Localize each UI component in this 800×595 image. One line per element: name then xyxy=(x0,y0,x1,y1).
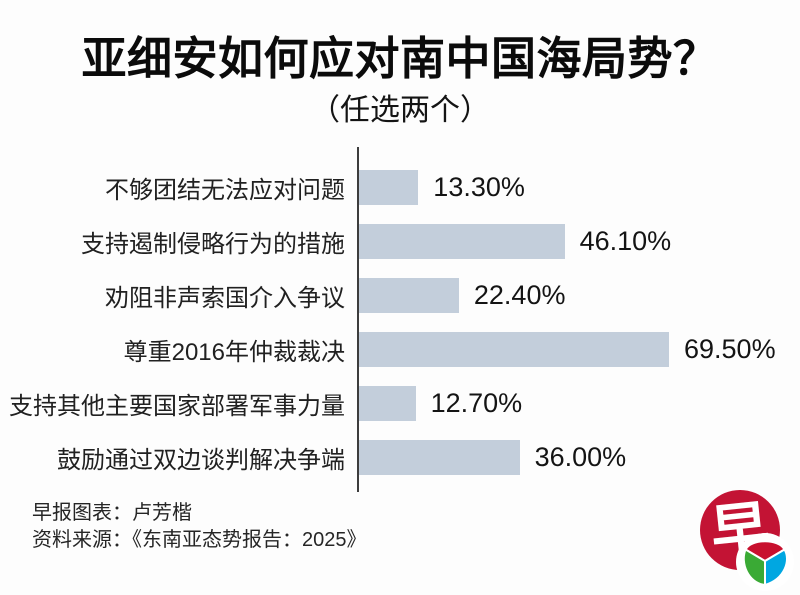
category-label: 不够团结无法应对问题 xyxy=(105,176,345,204)
value-label: 36.00% xyxy=(534,441,627,472)
value-label: 69.50% xyxy=(684,333,776,364)
footer-credits: 早报图表：卢芳楷 资料来源：《东南亚态势报告：2025》 xyxy=(32,500,367,554)
chart-title: 亚细安如何应对南中国海局势？ xyxy=(81,33,719,84)
axis-baseline xyxy=(357,147,359,492)
zaobao-logo-icon: 早 xyxy=(700,490,794,591)
bar-row: 尊重2016年仲裁裁决 69.50% xyxy=(0,322,800,376)
bar xyxy=(359,223,565,259)
category-label: 鼓励通过双边谈判解决争端 xyxy=(57,446,345,474)
value-label: 22.40% xyxy=(473,279,566,310)
logo-petal-green-icon xyxy=(742,548,766,586)
category-label: 劝阻非声索国介入争议 xyxy=(105,284,345,312)
value-label: 12.70% xyxy=(430,387,523,418)
chart-credit: 早报图表：卢芳楷 xyxy=(32,502,192,524)
bar xyxy=(359,277,459,313)
bar xyxy=(359,169,419,205)
category-label: 尊重2016年仲裁裁决 xyxy=(123,338,345,366)
bar-row: 鼓励通过双边谈判解决争端 36.00% xyxy=(0,430,800,484)
source-note: 资料来源：《东南亚态势报告：2025》 xyxy=(32,529,367,551)
value-label: 13.30% xyxy=(433,171,525,202)
value-label: 46.10% xyxy=(579,225,672,256)
bar-rows: 不够团结无法应对问题 13.30% 支持遏制侵略行为的措施 46.10% 劝阻非声索国介… xyxy=(0,160,800,484)
bar-row: 支持遏制侵略行为的措施 46.10% xyxy=(0,214,800,268)
bar xyxy=(359,331,669,367)
category-label: 支持遏制侵略行为的措施 xyxy=(81,230,345,258)
category-label: 支持其他主要国家部署军事力量 xyxy=(9,392,345,420)
bar xyxy=(359,439,520,475)
bar-row: 劝阻非声索国介入争议 22.40% xyxy=(0,268,800,322)
bar-row: 支持其他主要国家部署军事力量 12.70% xyxy=(0,376,800,430)
bar xyxy=(359,385,416,421)
chart-subtitle: （任选两个） xyxy=(310,94,490,127)
bar-row: 不够团结无法应对问题 13.30% xyxy=(0,160,800,214)
